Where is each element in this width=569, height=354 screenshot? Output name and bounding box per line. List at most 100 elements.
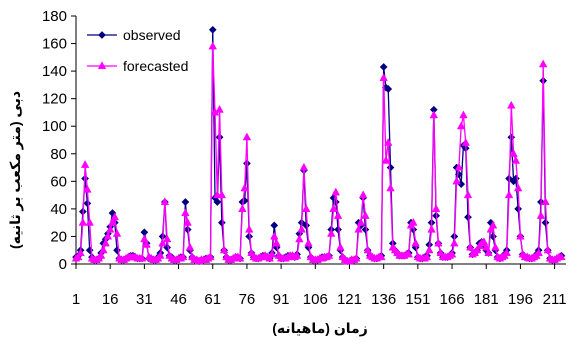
y-tick-label: 40 — [50, 201, 67, 218]
forecasted-point — [265, 253, 274, 262]
forecasted-point — [409, 217, 418, 226]
y-tick-label: 80 — [50, 146, 67, 163]
forecasted-point — [356, 217, 366, 226]
forecasted-point — [513, 183, 523, 192]
x-tick-label: 121 — [337, 291, 362, 308]
forecasted-point — [507, 100, 516, 109]
legend-label: observed — [123, 27, 181, 43]
forecasted-point — [101, 238, 110, 247]
forecasted-point — [217, 190, 227, 199]
forecasted-point — [434, 238, 443, 247]
observed-point — [334, 225, 343, 234]
forecasted-point — [429, 110, 439, 119]
legend: observed forecasted — [87, 27, 188, 74]
forecasted-point — [235, 253, 245, 262]
forecasted-point — [299, 162, 309, 171]
forecasted-point — [358, 190, 368, 199]
forecasted-point — [215, 104, 224, 113]
forecasted-point — [80, 160, 90, 168]
forecasted-point — [162, 234, 172, 243]
forecasted-point — [78, 217, 88, 226]
forecasted-point — [425, 245, 434, 254]
forecasted-point — [502, 248, 511, 257]
x-tick-label: 91 — [273, 291, 290, 308]
forecasted-point — [242, 132, 252, 141]
observed-point — [464, 213, 472, 222]
forecasted-point — [384, 138, 393, 146]
series-layer — [71, 25, 566, 266]
y-tick-label: 140 — [42, 63, 67, 80]
x-axis-title: زمان (ماهیانه) — [272, 320, 368, 336]
forecasted-point — [427, 224, 436, 233]
forecasted-point — [160, 197, 170, 206]
forecasted-point — [103, 231, 113, 240]
y-tick-label: 60 — [50, 173, 67, 190]
forecasted-point — [422, 252, 432, 261]
forecasted-point — [411, 238, 420, 247]
forecasted-point — [297, 224, 306, 233]
y-axis-title: دبی (متر مکعب بر ثانیه) — [7, 91, 24, 249]
observed-point — [331, 198, 340, 206]
forecasted-point — [459, 110, 468, 119]
forecasted-point — [463, 190, 473, 199]
observed-point — [379, 63, 388, 71]
forecasted-point — [85, 217, 94, 226]
forecasted-point — [543, 245, 552, 254]
forecasted-point — [486, 224, 496, 233]
forecasted-point — [108, 217, 117, 226]
forecasted-point — [379, 73, 388, 82]
observed-point — [217, 218, 226, 227]
x-tick-label: 31 — [136, 291, 153, 308]
forecasted-point — [270, 231, 279, 240]
x-tick-label: 106 — [303, 291, 328, 308]
forecasted-point — [386, 183, 395, 192]
forecasted-point — [363, 245, 372, 254]
legend-label: forecasted — [123, 58, 188, 74]
forecasted-point — [244, 224, 254, 233]
x-tick-label: 1 — [72, 291, 80, 308]
forecasted-point — [482, 242, 491, 251]
forecasted-point — [331, 187, 341, 196]
x-tick-label: 46 — [170, 291, 187, 308]
forecasted-point — [534, 248, 543, 257]
forecasted-point — [142, 239, 151, 248]
forecasted-point — [541, 197, 550, 206]
observed-point — [514, 204, 523, 213]
forecasted-point — [185, 242, 195, 251]
forecasted-point — [208, 41, 217, 50]
forecasted-point — [110, 212, 119, 221]
forecasted-point — [327, 228, 336, 237]
forecasted-point — [447, 249, 457, 258]
forecasted-point — [377, 252, 386, 261]
forecasted-point — [76, 248, 85, 257]
observed-point — [270, 221, 279, 230]
forecasted-point — [96, 251, 106, 259]
observed-point — [108, 209, 117, 217]
forecasted-point — [381, 155, 391, 164]
forecasted-point — [511, 155, 521, 164]
forecasted-point — [484, 248, 493, 257]
forecasted-point — [267, 249, 277, 258]
forecasted-point — [336, 242, 345, 251]
forecasted-point — [333, 211, 343, 219]
forecasted-point — [488, 220, 498, 229]
x-tick-label: 16 — [102, 291, 119, 308]
forecasted-point — [361, 211, 370, 219]
x-tick-label: 151 — [405, 291, 430, 308]
forecasted-point — [238, 204, 247, 212]
observed-point — [507, 133, 516, 142]
y-tick-label: 0 — [59, 256, 67, 273]
forecasted-point — [509, 149, 518, 157]
legend-swatch-marker — [97, 61, 107, 70]
forecasted-point — [479, 237, 489, 246]
y-tick-label: 100 — [42, 118, 67, 135]
observed-point — [245, 232, 254, 241]
forecasted-point — [466, 242, 475, 251]
forecasted-point — [83, 184, 92, 193]
legend-entry-observed: observed — [87, 27, 181, 43]
legend-swatch-marker — [98, 31, 106, 39]
forecasted-point — [137, 253, 147, 262]
forecasted-point — [452, 176, 461, 185]
x-tick-label: 136 — [371, 291, 396, 308]
